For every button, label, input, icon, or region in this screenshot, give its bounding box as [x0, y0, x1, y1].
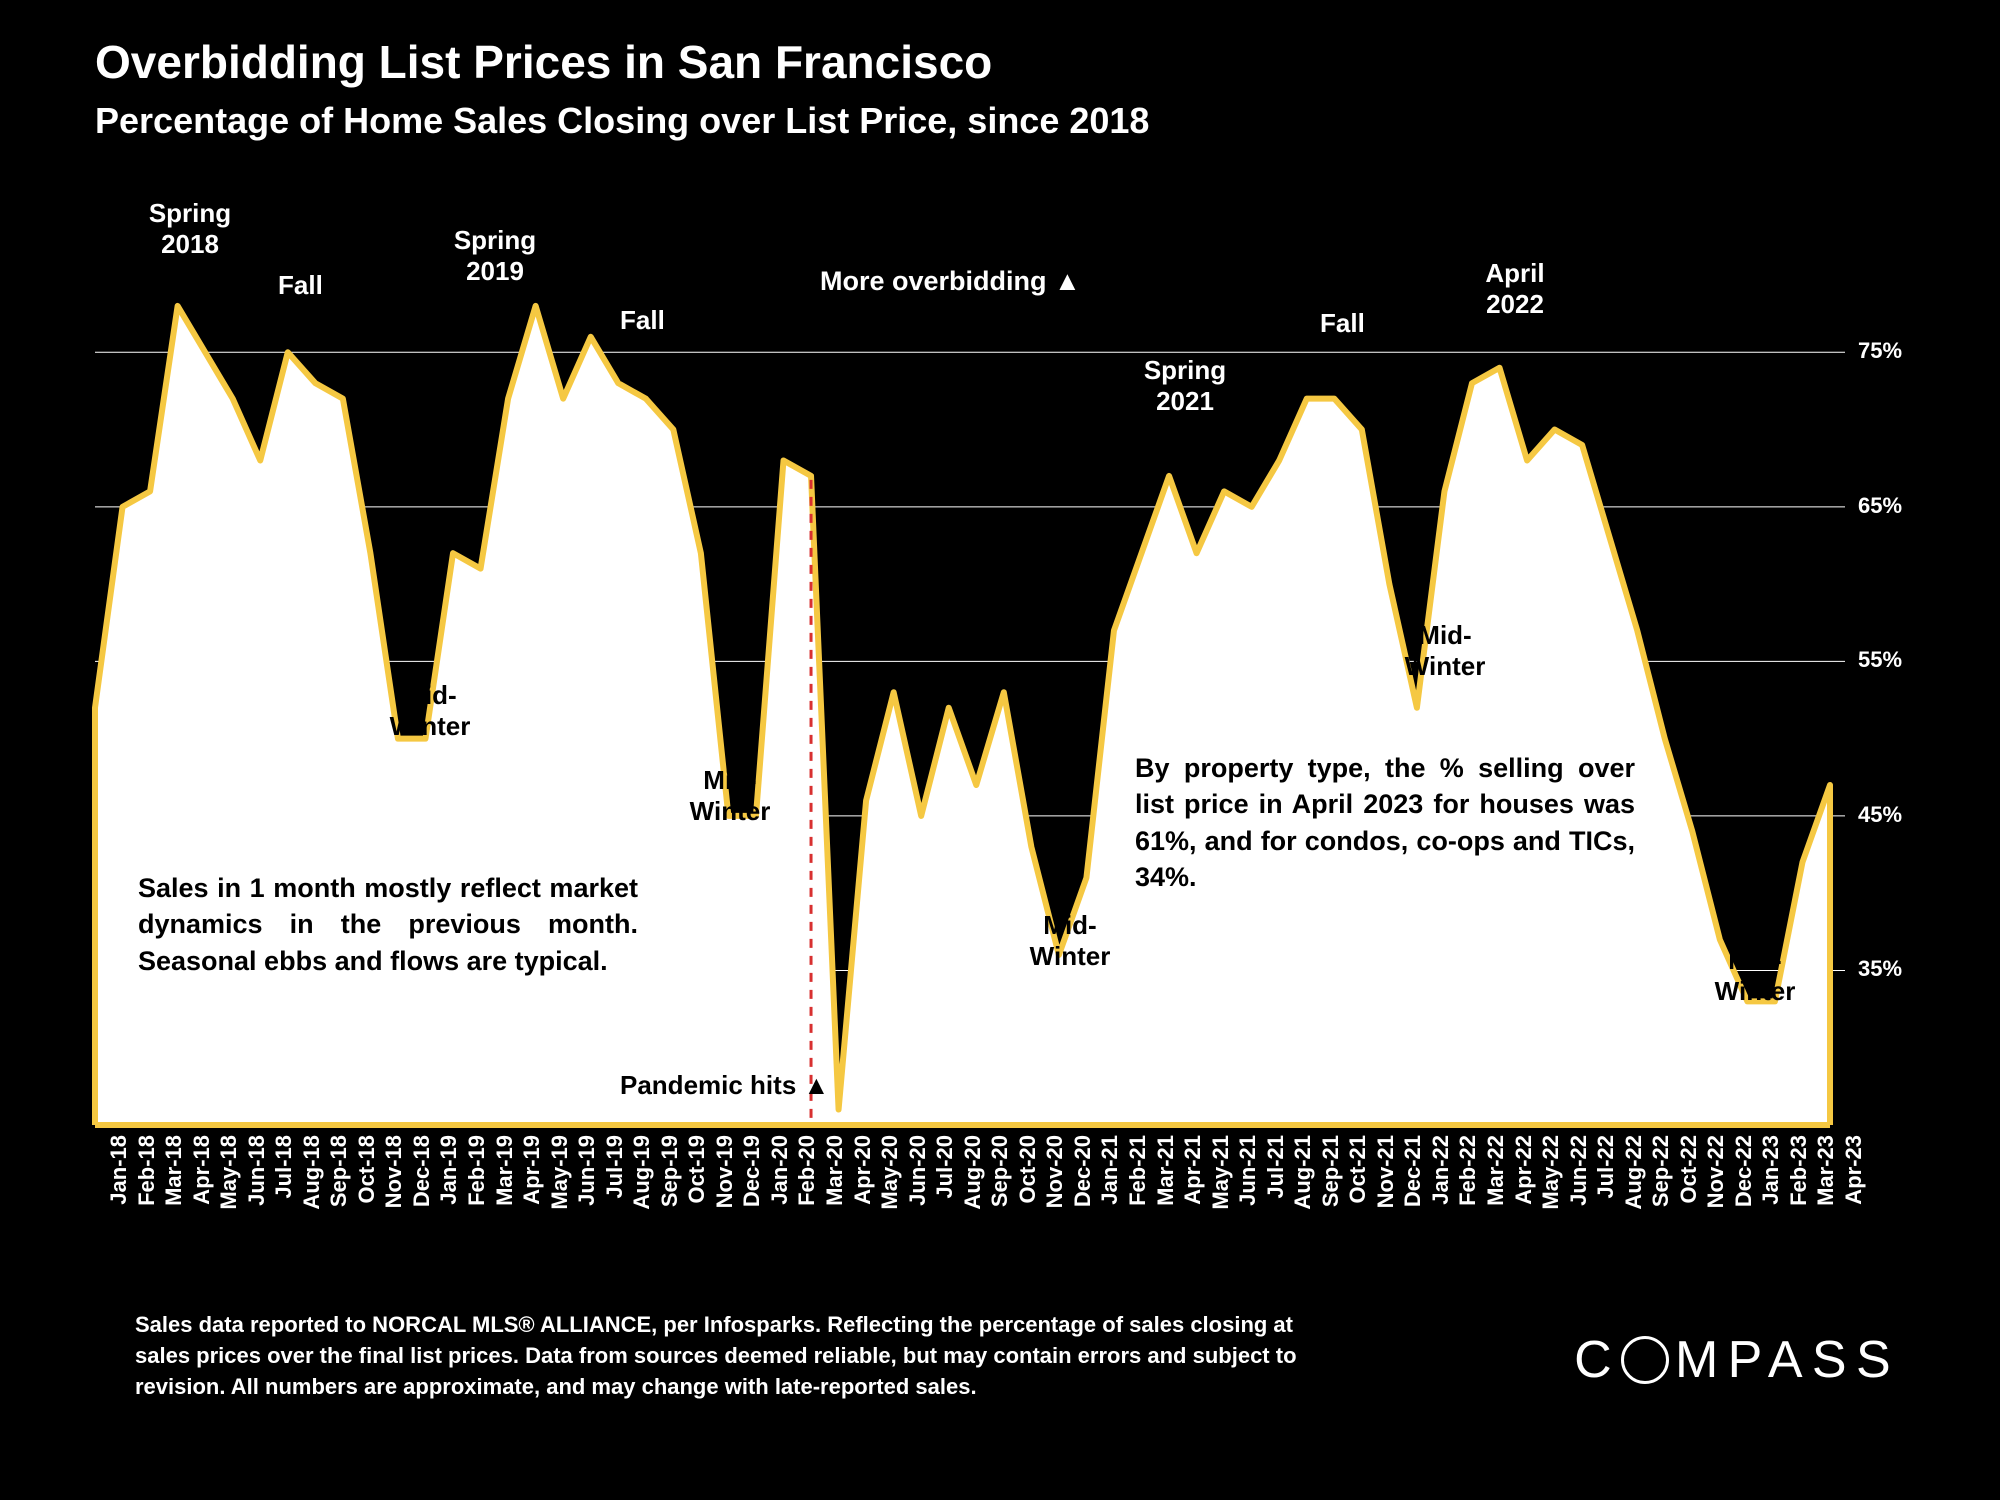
x-tick-label: Jan-23 — [1758, 1135, 1784, 1235]
x-tick-label: Jan-20 — [767, 1135, 793, 1235]
x-tick-label: May-19 — [547, 1135, 573, 1235]
x-tick-label: Apr-20 — [850, 1135, 876, 1235]
y-tick-label: 75% — [1858, 338, 1902, 364]
annot-midwinter-2021: Mid-Winter — [1015, 910, 1125, 972]
x-tick-label: Dec-21 — [1400, 1135, 1426, 1235]
x-tick-label: Mar-18 — [161, 1135, 187, 1235]
x-tick-label: Feb-19 — [464, 1135, 490, 1235]
x-tick-label: Mar-20 — [822, 1135, 848, 1235]
x-tick-label: Jan-21 — [1097, 1135, 1123, 1235]
annot-more-overbidding: More overbidding ▲ — [820, 265, 1081, 297]
x-tick-label: Sep-19 — [657, 1135, 683, 1235]
x-tick-label: Aug-18 — [299, 1135, 325, 1235]
x-tick-label: May-21 — [1208, 1135, 1234, 1235]
x-tick-label: Jul-21 — [1263, 1135, 1289, 1235]
annot-spring-2018: Spring2018 — [130, 198, 250, 260]
x-tick-label: Oct-22 — [1676, 1135, 1702, 1235]
x-tick-label: May-22 — [1538, 1135, 1564, 1235]
x-tick-label: Nov-19 — [712, 1135, 738, 1235]
x-tick-label: Apr-22 — [1511, 1135, 1537, 1235]
chart-footnote: Sales data reported to NORCAL MLS® ALLIA… — [135, 1310, 1335, 1402]
annot-fall-2019: Fall — [620, 305, 665, 336]
x-tick-label: Oct-20 — [1015, 1135, 1041, 1235]
y-tick-label: 65% — [1858, 493, 1902, 519]
x-tick-label: Mar-19 — [492, 1135, 518, 1235]
x-tick-label: Oct-21 — [1345, 1135, 1371, 1235]
annot-midwinter-1920: Mid-Winter — [675, 765, 785, 827]
x-tick-label: Nov-18 — [381, 1135, 407, 1235]
x-tick-label: Apr-18 — [189, 1135, 215, 1235]
x-tick-label: Dec-20 — [1070, 1135, 1096, 1235]
x-tick-label: Feb-22 — [1455, 1135, 1481, 1235]
annot-fall-2022: Fall — [1655, 610, 1700, 641]
x-tick-label: Jun-18 — [244, 1135, 270, 1235]
annot-april-2022: April2022 — [1460, 258, 1570, 320]
annot-midwinter-2122: Mid-Winter — [1390, 620, 1500, 682]
x-tick-label: Feb-20 — [794, 1135, 820, 1235]
x-tick-label: Feb-21 — [1125, 1135, 1151, 1235]
area-chart — [0, 0, 2000, 1500]
x-tick-label: Nov-22 — [1703, 1135, 1729, 1235]
x-tick-label: Nov-20 — [1042, 1135, 1068, 1235]
x-tick-label: Dec-18 — [409, 1135, 435, 1235]
note-right: By property type, the % selling over lis… — [1135, 750, 1635, 896]
x-tick-label: Mar-22 — [1483, 1135, 1509, 1235]
x-tick-label: Aug-20 — [960, 1135, 986, 1235]
x-tick-label: Nov-21 — [1373, 1135, 1399, 1235]
x-tick-label: Jul-20 — [932, 1135, 958, 1235]
annot-midwinter-1819: Mid-Winter — [375, 680, 485, 742]
annot-pandemic-market: 2020 pandemicmarket — [870, 515, 1090, 577]
x-tick-label: Sep-22 — [1648, 1135, 1674, 1235]
annot-spring-2021: Spring2021 — [1125, 355, 1245, 417]
x-tick-label: Aug-21 — [1290, 1135, 1316, 1235]
x-tick-label: Jun-21 — [1235, 1135, 1261, 1235]
y-tick-label: 45% — [1858, 802, 1902, 828]
x-tick-label: Mar-21 — [1153, 1135, 1179, 1235]
x-tick-label: Sep-18 — [326, 1135, 352, 1235]
brand-o-icon — [1621, 1336, 1669, 1384]
x-tick-label: Jan-19 — [436, 1135, 462, 1235]
x-tick-label: May-18 — [216, 1135, 242, 1235]
x-tick-label: Aug-22 — [1621, 1135, 1647, 1235]
x-tick-label: Apr-21 — [1180, 1135, 1206, 1235]
x-tick-label: Jan-22 — [1428, 1135, 1454, 1235]
x-tick-label: Mar-23 — [1813, 1135, 1839, 1235]
brand-logo: CMPASS — [1574, 1330, 1900, 1390]
x-tick-label: Jun-20 — [905, 1135, 931, 1235]
x-tick-label: May-20 — [877, 1135, 903, 1235]
x-tick-label: Dec-19 — [739, 1135, 765, 1235]
x-tick-label: Jul-18 — [271, 1135, 297, 1235]
x-tick-label: Dec-22 — [1731, 1135, 1757, 1235]
x-tick-label: Jan-18 — [106, 1135, 132, 1235]
x-tick-label: Oct-19 — [684, 1135, 710, 1235]
x-tick-label: Apr-23 — [1841, 1135, 1867, 1235]
y-tick-label: 35% — [1858, 956, 1902, 982]
x-tick-label: Aug-19 — [629, 1135, 655, 1235]
x-tick-label: Jul-19 — [602, 1135, 628, 1235]
annot-pandemic-hits: Pandemic hits ▲ — [620, 1070, 829, 1101]
x-tick-label: Sep-21 — [1318, 1135, 1344, 1235]
x-tick-label: Oct-18 — [354, 1135, 380, 1235]
note-left: Sales in 1 month mostly reflect market d… — [138, 870, 638, 979]
y-tick-label: 55% — [1858, 647, 1902, 673]
x-tick-label: Feb-23 — [1786, 1135, 1812, 1235]
x-tick-label: Feb-18 — [134, 1135, 160, 1235]
chart-container: Overbidding List Prices in San Francisco… — [0, 0, 2000, 1500]
x-tick-label: Jun-19 — [574, 1135, 600, 1235]
x-tick-label: Jun-22 — [1566, 1135, 1592, 1235]
x-tick-label: Apr-19 — [519, 1135, 545, 1235]
brand-text-tail: MPASS — [1675, 1330, 1900, 1390]
x-tick-label: Jul-22 — [1593, 1135, 1619, 1235]
annot-fall-2021: Fall — [1320, 308, 1365, 339]
x-tick-label: Sep-20 — [987, 1135, 1013, 1235]
annot-fall-2018: Fall — [278, 270, 323, 301]
annot-spring-2019: Spring2019 — [435, 225, 555, 287]
annot-midwinter-2223: Mid-Winter — [1700, 945, 1810, 1007]
